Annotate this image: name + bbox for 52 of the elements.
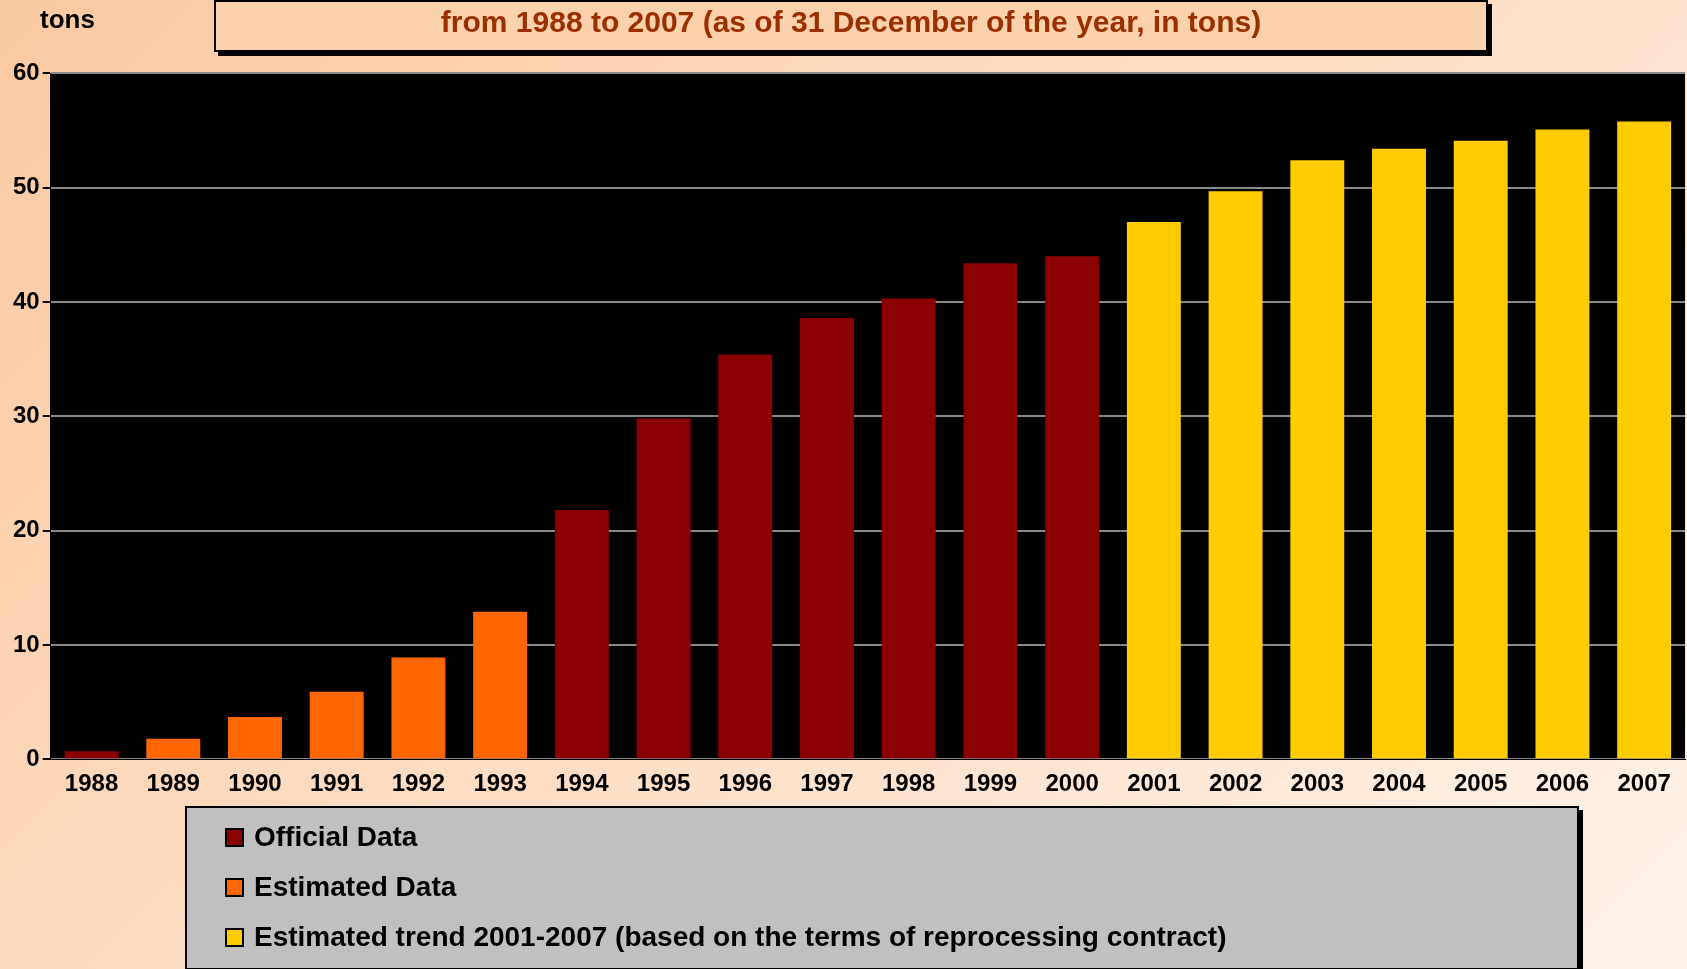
bar (800, 318, 854, 759)
x-tick-label: 2005 (1454, 769, 1508, 797)
x-tick-label: 1994 (555, 769, 610, 797)
x-tick-label: 1998 (882, 769, 936, 797)
y-axis-title: tons (40, 4, 95, 35)
bar (1126, 221, 1181, 759)
x-tick-label: 2002 (1208, 769, 1263, 797)
y-tick-label: 0 (26, 743, 40, 771)
x-tick-label: 1991 (310, 769, 364, 797)
x-tick-label: 2007 (1617, 769, 1671, 797)
bar (309, 691, 364, 759)
legend-label: Estimated Data (254, 871, 457, 903)
y-tick-label: 30 (12, 400, 40, 428)
bar (391, 657, 446, 759)
bar (636, 418, 691, 759)
x-tick-label: 1988 (64, 769, 119, 797)
bar (1453, 140, 1508, 759)
bar (1045, 256, 1100, 759)
legend-label: Official Data (254, 821, 418, 853)
x-tick-label: 2004 (1372, 769, 1427, 797)
bar (554, 510, 609, 759)
bar (881, 298, 936, 759)
x-tick-label: 1996 (718, 769, 772, 797)
chart-title: from 1988 to 2007 (as of 31 December of the year, in tons) (214, 0, 1488, 52)
bar (1208, 191, 1263, 759)
x-tick-label: 2000 (1045, 769, 1099, 797)
bar (228, 716, 282, 759)
bar (64, 751, 119, 759)
bar (1290, 160, 1345, 759)
x-tick-label: 1992 (391, 769, 446, 797)
legend-label: Estimated trend 2001-2007 (based on the terms of reprocessing contract) (254, 921, 1227, 953)
bar (146, 738, 201, 759)
y-tick-label: 20 (12, 515, 40, 543)
y-tick-label: 50 (12, 172, 40, 200)
x-tick-label: 2003 (1290, 769, 1344, 797)
y-tick-label: 60 (12, 58, 40, 86)
x-tick-label: 1997 (800, 769, 854, 797)
bar (718, 354, 773, 759)
x-tick-label: 2001 (1127, 769, 1181, 797)
bar (963, 263, 1018, 759)
bar (1372, 148, 1426, 759)
bar (473, 611, 528, 759)
bar (1535, 129, 1590, 759)
x-tick-label: 1995 (636, 769, 691, 797)
x-tick-label: 2006 (1535, 769, 1590, 797)
x-tick-label: 1989 (146, 769, 200, 797)
x-tick-label: 1990 (228, 769, 282, 797)
y-tick-label: 10 (12, 629, 40, 657)
bar (1617, 121, 1672, 759)
x-tick-label: 1999 (963, 769, 1018, 797)
y-tick-label: 40 (12, 286, 40, 314)
x-tick-label: 1993 (473, 769, 527, 797)
